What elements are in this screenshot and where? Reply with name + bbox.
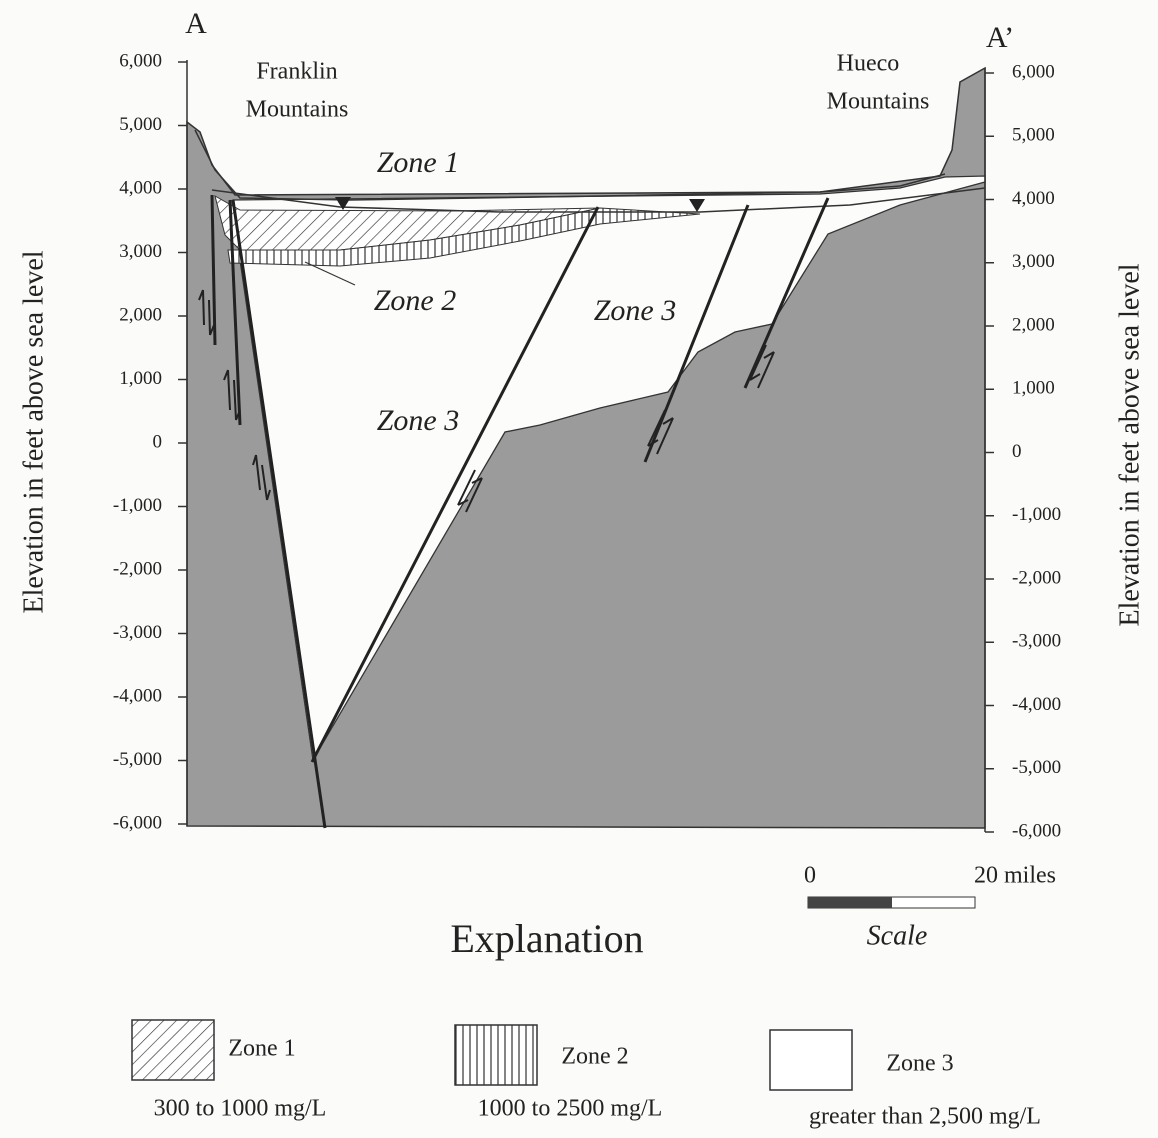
point-label: A [185, 7, 207, 40]
zone-label: Zone 3 [594, 294, 677, 327]
scale-start: 0 [804, 863, 816, 889]
tick-label: 5,000 [1012, 125, 1055, 146]
cross-section: A A’ Franklin Mountains Hueco Mountains … [0, 0, 1158, 1138]
tick-label: -1,000 [113, 495, 162, 516]
scale-label: Scale [867, 920, 928, 951]
tick-label: -4,000 [113, 685, 162, 706]
explanation-title: Explanation [450, 916, 643, 961]
tick-label: -3,000 [1012, 631, 1061, 652]
tick-label: -4,000 [1012, 694, 1061, 715]
point-label: A’ [986, 21, 1014, 54]
legend-range: 300 to 1000 mg/L [154, 1096, 327, 1122]
tick-label: 1,000 [119, 368, 162, 389]
scale-end: 20 miles [974, 863, 1056, 889]
axis-title: Elevation in feet above sea level [18, 250, 49, 613]
tick-label: 0 [153, 431, 163, 452]
zone-label: Zone 2 [374, 284, 457, 317]
tick-label: 4,000 [1012, 188, 1055, 209]
tick-label: -3,000 [113, 622, 162, 643]
mountain-label: Mountains [827, 89, 930, 115]
tick-label: -2,000 [113, 558, 162, 579]
axis-title: Elevation in feet above sea level [1114, 263, 1145, 626]
tick-label: 5,000 [119, 114, 162, 135]
tick-label: 3,000 [119, 241, 162, 262]
tick-label: 1,000 [1012, 378, 1055, 399]
legend-name: Zone 3 [886, 1051, 953, 1077]
legend-swatch [455, 1025, 537, 1085]
tick-label: -6,000 [113, 812, 162, 833]
tick-label: -6,000 [1012, 820, 1061, 841]
tick-label: 2,000 [1012, 314, 1055, 335]
tick-label: 6,000 [1012, 61, 1055, 82]
tick-label: -2,000 [1012, 567, 1061, 588]
legend-swatch [770, 1030, 852, 1090]
legend-range: greater than 2,500 mg/L [809, 1104, 1041, 1130]
legend-name: Zone 1 [228, 1036, 295, 1062]
zone-label: Zone 3 [377, 404, 460, 437]
mountain-label: Mountains [246, 97, 349, 123]
tick-label: -1,000 [1012, 504, 1061, 525]
tick-label: 6,000 [119, 50, 162, 71]
land-surface [195, 130, 945, 200]
tick-label: 4,000 [119, 177, 162, 198]
legend-name: Zone 2 [561, 1044, 628, 1070]
legend-range: 1000 to 2500 mg/L [478, 1096, 663, 1122]
tick-label: -5,000 [1012, 757, 1061, 778]
tick-label: 0 [1012, 441, 1022, 462]
scale-bar-fill [808, 897, 892, 908]
mountain-label: Hueco [837, 51, 900, 77]
tick-label: 2,000 [119, 304, 162, 325]
page: {"points": {"left": "A", "right": "A’"},… [0, 0, 1158, 1138]
zone-label: Zone 1 [377, 146, 460, 179]
tick-label: -5,000 [113, 749, 162, 770]
mountain-label: Franklin [256, 59, 337, 85]
legend-swatch [132, 1020, 214, 1080]
tick-label: 3,000 [1012, 251, 1055, 272]
